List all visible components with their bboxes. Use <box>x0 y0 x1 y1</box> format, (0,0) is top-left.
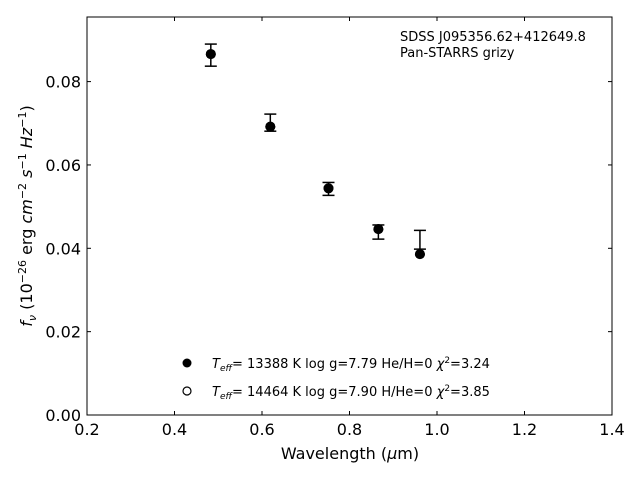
plot-frame <box>86 16 613 416</box>
x-tick-label: 0.8 <box>337 420 362 439</box>
plot-marks <box>204 43 426 260</box>
legend: Teff= 13388 K log g=7.79 He/H=0 χ2=3.24 … <box>182 356 490 402</box>
axis-ticks: 0.2 0.4 0.6 0.8 1.0 1.2 1.4 0.00 0.02 0.04 0.06 0.0… <box>45 17 625 439</box>
legend-entry-2: Teff= 14464 K log g=7.90 H/He=0 χ2=3.85 <box>212 384 490 402</box>
x-tick-label: 1.0 <box>424 420 449 439</box>
y-tick-label: 0.02 <box>45 323 81 342</box>
annotation-line-2: Pan-STARRS grizy <box>400 46 515 61</box>
model-point-filled <box>414 249 425 260</box>
x-tick-label: 0.2 <box>74 420 99 439</box>
legend-marker-open <box>182 386 192 396</box>
y-axis-label: fν (10−26 erg cm−2 s−1 Hz−1) <box>16 105 39 326</box>
y-tick-label: 0.08 <box>45 73 81 92</box>
model-point-filled <box>265 121 276 132</box>
model-point-filled <box>205 49 216 60</box>
model-point-filled <box>323 183 334 194</box>
x-tick-label: 1.2 <box>512 420 537 439</box>
annotation-line-1: SDSS J095356.62+412649.8 <box>400 30 586 45</box>
model-point-filled <box>373 224 384 235</box>
legend-entry-1: Teff= 13388 K log g=7.79 He/H=0 χ2=3.24 <box>212 356 490 374</box>
x-tick-label: 0.6 <box>249 420 274 439</box>
y-tick-label: 0.04 <box>45 239 81 258</box>
y-tick-label: 0.06 <box>45 156 81 175</box>
x-axis-label: Wavelength (μm) <box>281 444 419 463</box>
y-tick-label: 0.00 <box>45 406 81 425</box>
x-tick-label: 1.4 <box>599 420 624 439</box>
legend-marker-filled <box>182 358 192 368</box>
x-tick-label: 0.4 <box>162 420 187 439</box>
